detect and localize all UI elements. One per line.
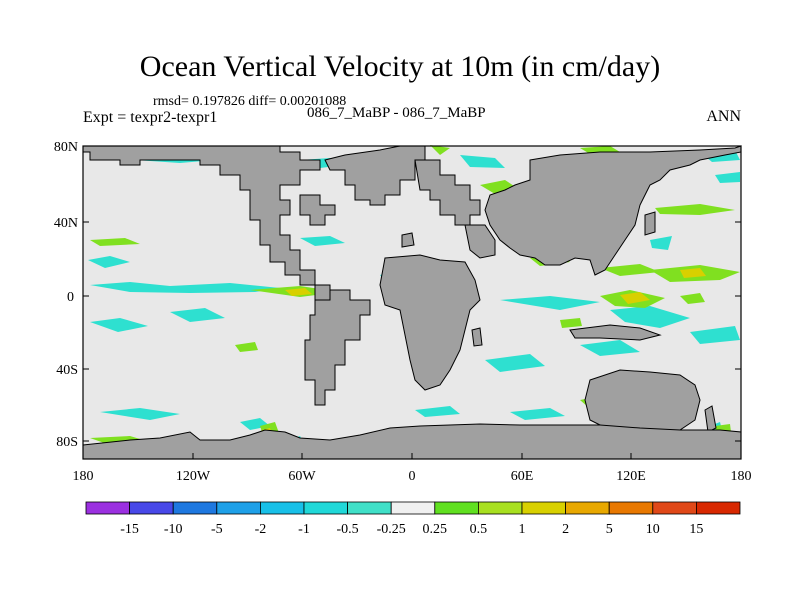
lon-tick-label: 180: [731, 469, 752, 484]
colorbar-label: -10: [164, 522, 183, 537]
colorbar-label: -15: [120, 522, 139, 537]
europe: [414, 159, 481, 226]
colorbar-swatch: [521, 501, 566, 515]
colorbar-swatch: [608, 501, 654, 515]
lon-tick-label: 180: [73, 469, 94, 484]
colorbar-label: 0.5: [470, 522, 488, 537]
season-label: ANN: [706, 108, 741, 125]
colorbar-swatch: [434, 501, 479, 515]
colorbar: -15 -10 -5 -2 -1 -0.5 -0.25 0.25 0.5 1 2 5 10 15: [85, 501, 741, 537]
stats-text: rmsd= 0.197826 diff= 0.00201088: [153, 94, 347, 109]
lon-tick-label: 120E: [616, 469, 646, 484]
north-america: [82, 145, 331, 301]
colorbar-swatch: [259, 501, 305, 515]
colorbar-label: 2: [562, 522, 569, 537]
colorbar-label: 10: [646, 522, 660, 537]
lon-axis-labels: 180 120W 60W 0 60E 120E 180: [73, 469, 752, 484]
land-masses: [82, 145, 742, 460]
lon-tick-label: 120W: [176, 469, 211, 484]
colorbar-label: 15: [689, 522, 703, 537]
canadian-arch: [299, 194, 336, 226]
south-america: [304, 289, 371, 406]
colorbar-label: -5: [211, 522, 223, 537]
colorbar-swatch: [216, 501, 261, 515]
lon-tick-label: 0: [409, 469, 416, 484]
colorbar-swatch: [477, 501, 523, 515]
japan: [644, 211, 656, 236]
lat-tick-label: 40N: [54, 216, 78, 231]
indonesia: [569, 324, 662, 341]
colorbar-label: 1: [519, 522, 526, 537]
lat-tick-label: 0: [67, 290, 74, 305]
colorbar-swatch: [696, 501, 741, 515]
arabia: [464, 224, 496, 259]
colorbar-swatch: [303, 501, 348, 515]
lat-tick-label: 80S: [56, 435, 78, 450]
madagascar: [471, 327, 483, 347]
colorbar-label: 0.25: [423, 522, 448, 537]
lon-tick-label: 60W: [288, 469, 316, 484]
case-label: 086_7_MaBP - 086_7_MaBP: [307, 105, 486, 121]
colorbar-label: -2: [255, 522, 267, 537]
colorbar-swatch: [85, 501, 130, 515]
colorbar-swatch: [390, 501, 436, 515]
experiment-label: Expt = texpr2-texpr1: [83, 109, 218, 126]
colorbar-label: -1: [298, 522, 310, 537]
colorbar-swatch: [652, 501, 697, 515]
uk: [401, 232, 415, 248]
colorbar-swatch: [565, 501, 610, 515]
lat-tick-label: 40S: [56, 363, 78, 378]
new-zealand: [704, 405, 717, 433]
lat-tick-label: 80N: [54, 140, 78, 155]
colorbar-swatch: [129, 501, 174, 515]
antarctica: [82, 423, 742, 460]
africa: [379, 254, 481, 391]
colorbar-label: -0.25: [377, 522, 406, 537]
colorbar-label: 5: [606, 522, 613, 537]
colorbar-swatch: [172, 501, 218, 515]
colorbar-label: -0.5: [337, 522, 359, 537]
lon-tick-label: 60E: [511, 469, 534, 484]
chart-title: Ocean Vertical Velocity at 10m (in cm/da…: [139, 50, 661, 83]
colorbar-swatch: [347, 501, 392, 515]
ticks: [82, 145, 742, 459]
australia: [584, 369, 701, 436]
lat-axis-labels: 80N 40N 0 40S 80S: [54, 140, 78, 450]
